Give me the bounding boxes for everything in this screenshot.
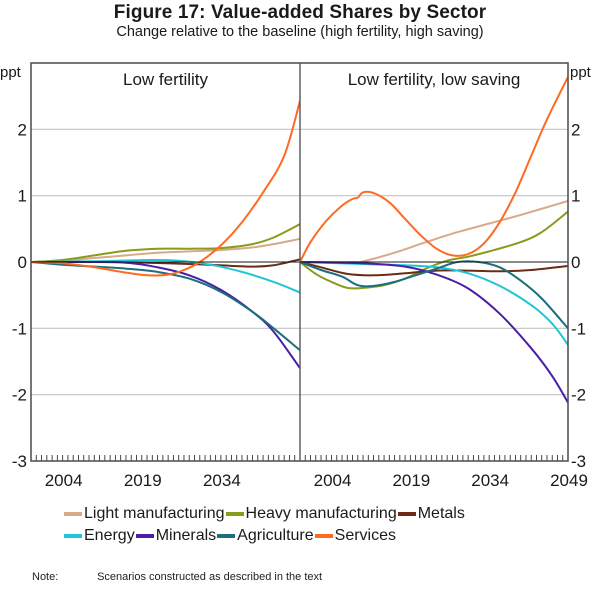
legend-label: Agriculture bbox=[237, 527, 314, 544]
legend-item-heavy-manufacturing: Heavy manufacturing bbox=[225, 503, 397, 525]
legend-label: Minerals bbox=[155, 527, 217, 544]
legend-swatch-heavy-manufacturing bbox=[225, 512, 244, 516]
legend-label: Energy bbox=[84, 527, 135, 544]
note-text: Scenarios constructed as described in th… bbox=[97, 571, 323, 583]
panel-title: Low fertility bbox=[123, 70, 209, 89]
series-line-heavy-manufacturing bbox=[300, 210, 568, 290]
legend-row-2: Energy Minerals Agriculture Services bbox=[64, 525, 466, 547]
legend-item-services: Services bbox=[314, 525, 397, 547]
y-tick-label: -3 bbox=[12, 452, 27, 471]
y-tick-label: 1 bbox=[18, 187, 27, 206]
legend-item-minerals: Minerals bbox=[135, 525, 217, 547]
series-line-light-manufacturing bbox=[300, 200, 568, 264]
legend-item-light-manufacturing: Light manufacturing bbox=[64, 503, 225, 525]
series-line-services bbox=[300, 76, 568, 263]
legend-label: Metals bbox=[417, 505, 465, 522]
y-tick-label: 2 bbox=[571, 120, 580, 139]
legend-label: Light manufacturing bbox=[84, 505, 225, 522]
legend-swatch-energy bbox=[64, 534, 82, 538]
legend-label: Heavy manufacturing bbox=[245, 505, 397, 522]
x-tick-label: 2049 bbox=[550, 471, 588, 490]
legend-item-energy: Energy bbox=[64, 525, 135, 547]
panel-low-fertility-low-saving: Low fertility, low saving 2004 2019 2034 204… bbox=[299, 64, 592, 490]
legend-label: Services bbox=[334, 527, 397, 544]
y-tick-label: -2 bbox=[12, 386, 27, 405]
x-tick-label: 2034 bbox=[471, 471, 509, 490]
series-line-light-manufacturing bbox=[31, 237, 300, 263]
legend-swatch-services bbox=[314, 534, 333, 538]
chart-title: Figure 17: Value-added Shares by Sector bbox=[113, 2, 487, 23]
series-line-heavy-manufacturing bbox=[31, 223, 300, 263]
legend: Light manufacturing Heavy manufacturing … bbox=[64, 503, 466, 547]
panel-low-fertility: Low fertility 2004 2019 2034 -3 -2 -1 0 1 2 ppt bbox=[0, 64, 301, 490]
y-tick-label: 1 bbox=[571, 187, 580, 206]
y-tick-label: 2 bbox=[18, 120, 27, 139]
series-line-agriculture bbox=[300, 260, 568, 329]
x-tick-label: 2034 bbox=[203, 471, 241, 490]
y-tick-label: 0 bbox=[18, 253, 27, 272]
legend-swatch-metals bbox=[397, 512, 416, 516]
y-tick-label: -1 bbox=[12, 319, 27, 338]
y-tick-label: -2 bbox=[571, 386, 586, 405]
y-tick-label: 0 bbox=[571, 253, 580, 272]
x-tick-label: 2004 bbox=[45, 471, 83, 490]
y-unit-label: ppt bbox=[0, 64, 22, 81]
legend-swatch-light-manufacturing bbox=[64, 512, 82, 516]
y-tick-label: -1 bbox=[571, 319, 586, 338]
legend-item-metals: Metals bbox=[397, 503, 465, 525]
y-tick-label: -3 bbox=[571, 452, 586, 471]
note-label: Note: bbox=[32, 571, 59, 583]
legend-swatch-minerals bbox=[135, 534, 154, 538]
series-line-metals bbox=[300, 261, 568, 277]
legend-item-agriculture: Agriculture bbox=[217, 525, 314, 547]
series-line-minerals bbox=[300, 261, 568, 404]
chart-subtitle: Change relative to the baseline (high fe… bbox=[116, 24, 484, 40]
chart-note: Note: Scenarios constructed as described… bbox=[32, 571, 322, 583]
series-line-services bbox=[31, 100, 300, 277]
legend-row-1: Light manufacturing Heavy manufacturing … bbox=[64, 503, 466, 525]
y-unit-label: ppt bbox=[570, 64, 592, 81]
x-tick-label: 2019 bbox=[392, 471, 430, 490]
x-tick-label: 2019 bbox=[124, 471, 162, 490]
x-tick-label: 2004 bbox=[314, 471, 352, 490]
legend-swatch-agriculture bbox=[217, 534, 236, 538]
panel-title: Low fertility, low saving bbox=[348, 70, 521, 89]
